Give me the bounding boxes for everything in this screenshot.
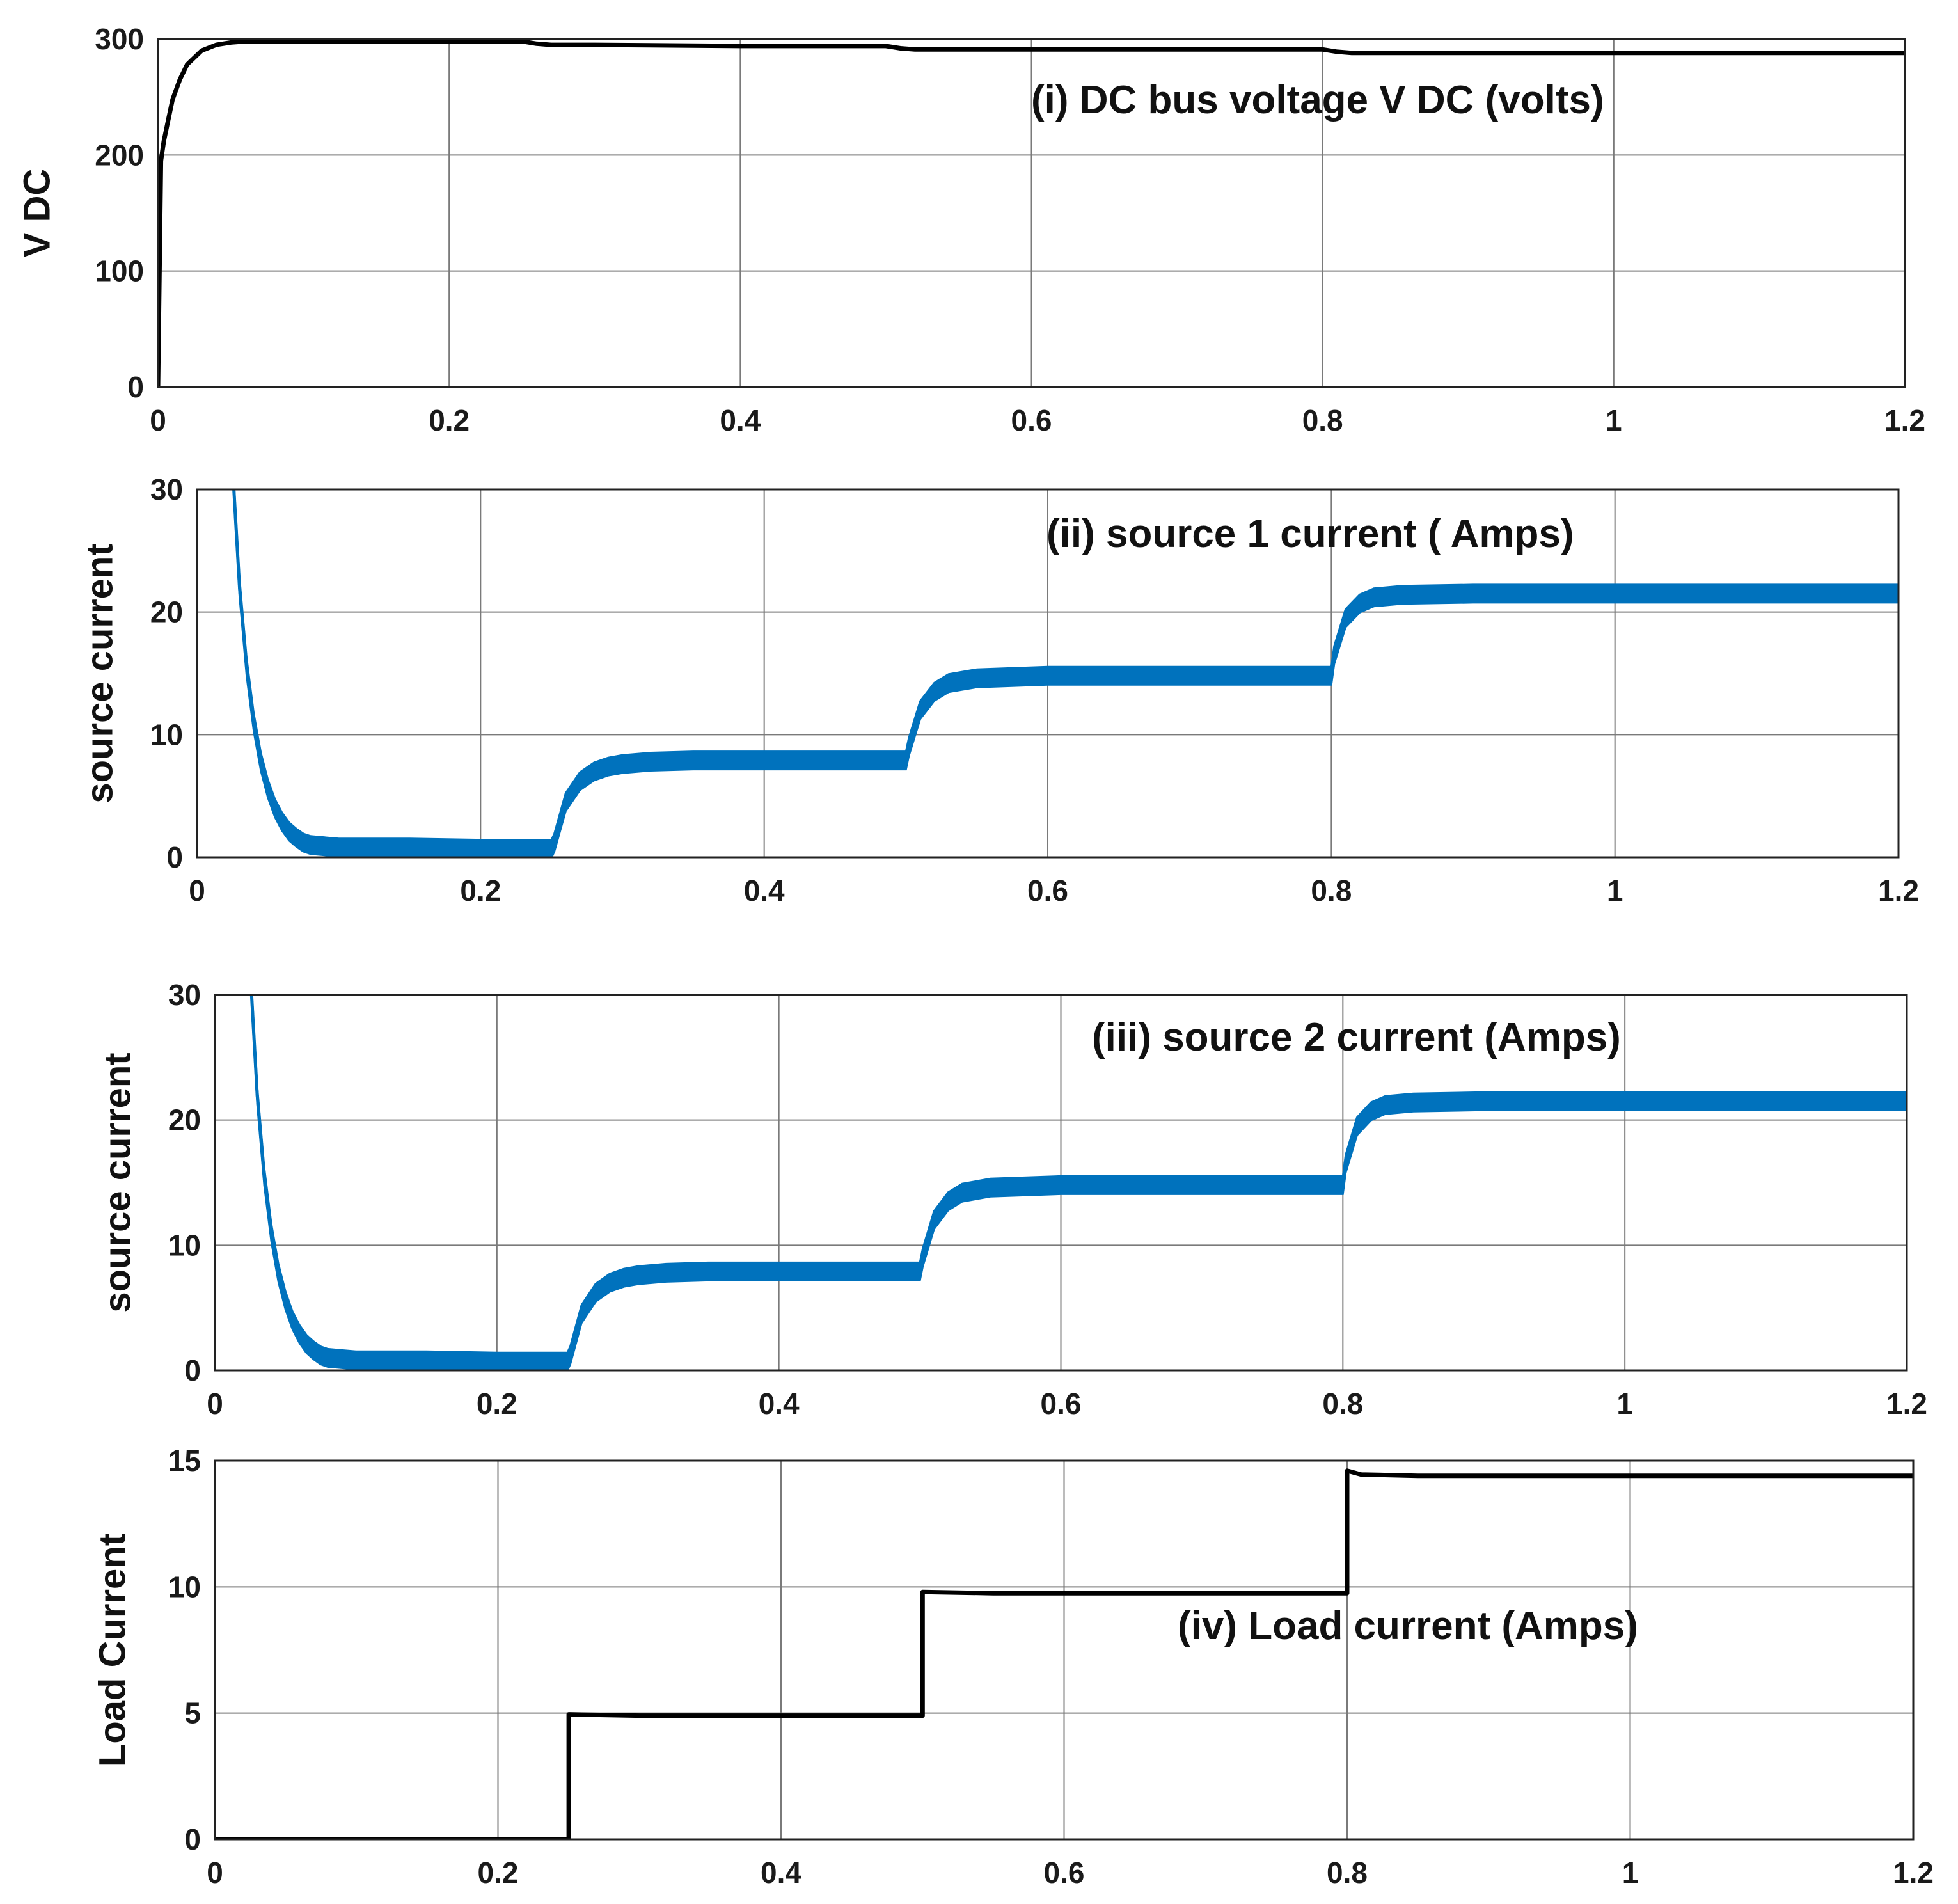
y-tick-label: 10 [168,1228,201,1262]
x-tick-label: 0.2 [478,1856,519,1889]
x-tick-label: 1.2 [1878,874,1919,907]
y-tick-label: 0 [184,1354,201,1387]
y-tick-label: 0 [127,370,144,404]
series-transient-3-1 [249,995,356,1362]
y-tick-label: 0 [166,841,183,874]
x-tick-label: 0.4 [761,1856,801,1889]
x-tick-label: 0.8 [1311,874,1352,907]
y-tick-label: 0 [184,1823,201,1856]
x-tick-label: 0.8 [1322,1387,1363,1420]
plot-frame [157,38,1906,388]
y-tick-label: 30 [168,978,201,1012]
x-tick-label: 0.4 [759,1387,800,1420]
x-tick-label: 0.8 [1302,404,1343,437]
x-tick-label: 0.2 [477,1387,517,1420]
y-tick-label: 30 [150,473,183,506]
x-tick-label: 0.6 [1011,404,1052,437]
y-axis-label: V DC [16,169,58,258]
plot-frame [196,488,1900,859]
y-axis-label: Load Current [91,1534,133,1766]
y-axis-label: source current [79,543,120,803]
x-tick-label: 0.2 [460,874,501,907]
x-tick-label: 0 [207,1856,223,1889]
x-tick-label: 1.2 [1893,1856,1934,1889]
x-tick-label: 0.2 [429,404,470,437]
x-tick-label: 1 [1607,874,1623,907]
series-line-4-1 [215,1468,1913,1839]
plot-title: (iv) Load current (Amps) [1178,1604,1638,1648]
subplot-2: 0 0.2 0.4 0.6 0.8 1 1.2 0 10 20 30 source current (i… [79,473,1919,907]
plot-frame [214,994,1908,1372]
y-tick-label: 5 [184,1697,201,1730]
x-tick-label: 1.2 [1886,1387,1927,1420]
y-tick-label: 10 [150,718,183,751]
y-tick-label: 15 [168,1444,201,1477]
series-line-1-1 [158,39,1905,387]
subplot-3: 0 0.2 0.4 0.6 0.8 1 1.2 0 10 20 30 source current (i… [97,978,1927,1420]
x-tick-label: 1 [1622,1856,1639,1889]
x-tick-label: 0.4 [720,404,761,437]
subplot-4: 0 0.2 0.4 0.6 0.8 1 1.2 0 5 10 15 Load Current (iv) … [91,1444,1934,1889]
y-tick-label: 20 [168,1104,201,1137]
x-tick-label: 0 [207,1387,223,1420]
plot-title: (ii) source 1 current ( Amps) [1046,512,1574,556]
x-tick-label: 0 [150,404,166,437]
x-tick-label: 1 [1616,1387,1633,1420]
x-tick-label: 1 [1606,404,1622,437]
y-tick-label: 200 [95,138,144,171]
y-tick-label: 10 [168,1570,201,1603]
x-tick-label: 1.2 [1884,404,1925,437]
plot-frame [214,1459,1915,1841]
x-tick-label: 0 [189,874,205,907]
plot-title: (iii) source 2 current (Amps) [1092,1015,1621,1059]
x-tick-label: 0.6 [1027,874,1068,907]
subplot-1: 0 0.2 0.4 0.6 0.8 1 1.2 0 100 200 300 V DC (i) DC bu… [16,22,1925,437]
x-tick-label: 0.4 [744,874,785,907]
x-tick-label: 0.6 [1044,1856,1085,1889]
plot-title: (i) DC bus voltage V DC (volts) [1031,78,1604,122]
y-tick-label: 300 [95,22,144,56]
series-band-3-1 [250,995,1907,1370]
x-tick-label: 0.8 [1327,1856,1368,1889]
series-transient-2-1 [232,489,339,850]
y-axis-label: source current [97,1052,138,1312]
y-tick-label: 100 [95,255,144,288]
y-tick-label: 20 [150,596,183,629]
x-tick-label: 0.6 [1041,1387,1082,1420]
